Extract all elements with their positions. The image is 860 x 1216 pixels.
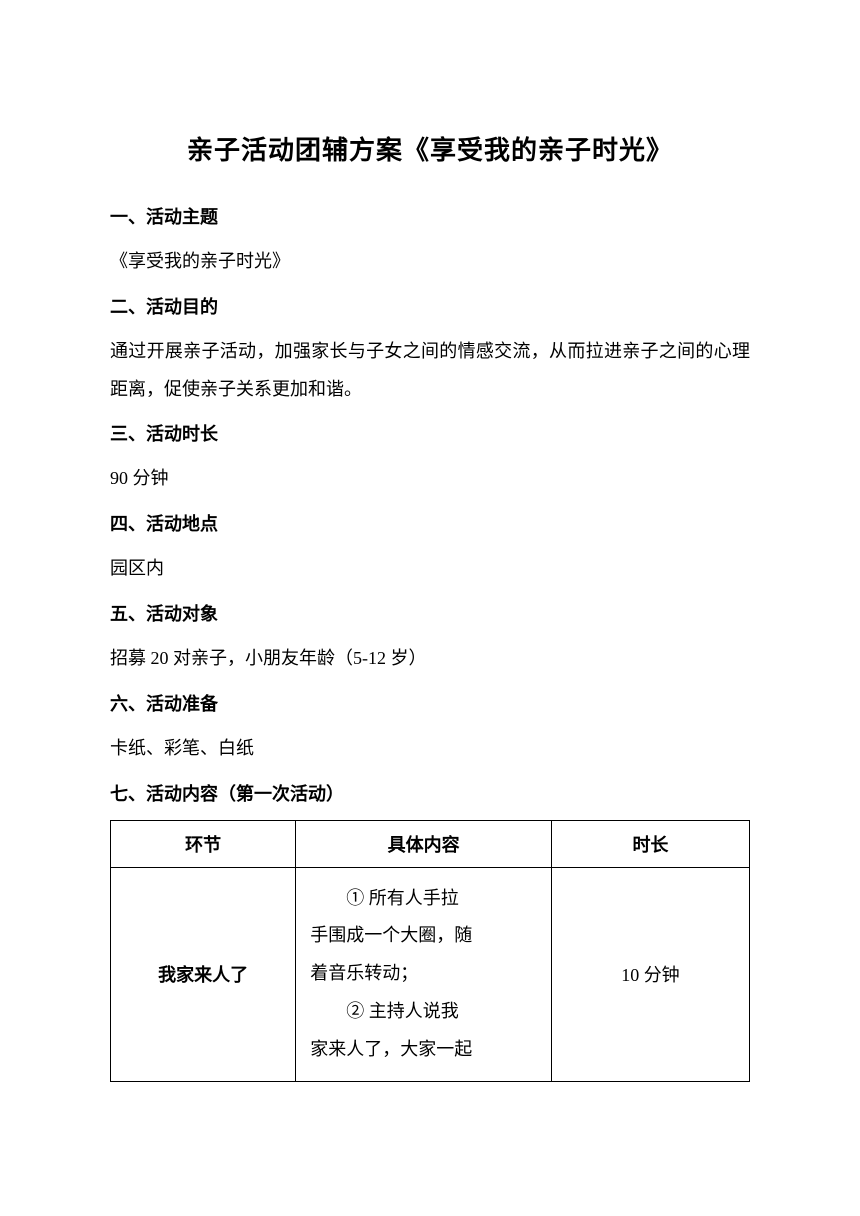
section-3-body: 90 分钟 (110, 460, 750, 498)
section-4-heading: 四、活动地点 (110, 510, 750, 536)
section-5-heading: 五、活动对象 (110, 600, 750, 626)
section-6-heading: 六、活动准备 (110, 690, 750, 716)
section-2-body: 通过开展亲子活动，加强家长与子女之间的情感交流，从而拉进亲子之间的心理距离，促使… (110, 333, 750, 409)
section-1-body: 《享受我的亲子时光》 (110, 243, 750, 281)
section-7-heading: 七、活动内容（第一次活动） (110, 780, 750, 806)
section-3-heading: 三、活动时长 (110, 420, 750, 446)
content-line: 手围成一个大圈，随 (310, 917, 537, 955)
table-header-content: 具体内容 (296, 820, 552, 867)
table-cell-duration: 10 分钟 (551, 867, 749, 1081)
section-6-body: 卡纸、彩笔、白纸 (110, 730, 750, 768)
table-header-row: 环节 具体内容 时长 (111, 820, 750, 867)
table-cell-content: ① 所有人手拉 手围成一个大圈，随 着音乐转动； ② 主持人说我 家来人了，大家… (296, 867, 552, 1081)
section-4-body: 园区内 (110, 550, 750, 588)
table-cell-segment: 我家来人了 (111, 867, 296, 1081)
table-header-duration: 时长 (551, 820, 749, 867)
content-line: 着音乐转动； (310, 955, 537, 993)
content-line: ① 所有人手拉 (310, 880, 537, 918)
section-2-heading: 二、活动目的 (110, 293, 750, 319)
page-title: 亲子活动团辅方案《享受我的亲子时光》 (110, 130, 750, 167)
table-row: 我家来人了 ① 所有人手拉 手围成一个大圈，随 着音乐转动； ② 主持人说我 家… (111, 867, 750, 1081)
content-line: ② 主持人说我 (310, 993, 537, 1031)
activity-table: 环节 具体内容 时长 我家来人了 ① 所有人手拉 手围成一个大圈，随 着音乐转动… (110, 820, 750, 1082)
content-line: 家来人了，大家一起 (310, 1031, 537, 1069)
section-5-body: 招募 20 对亲子，小朋友年龄（5-12 岁） (110, 640, 750, 678)
table-header-segment: 环节 (111, 820, 296, 867)
section-1-heading: 一、活动主题 (110, 203, 750, 229)
